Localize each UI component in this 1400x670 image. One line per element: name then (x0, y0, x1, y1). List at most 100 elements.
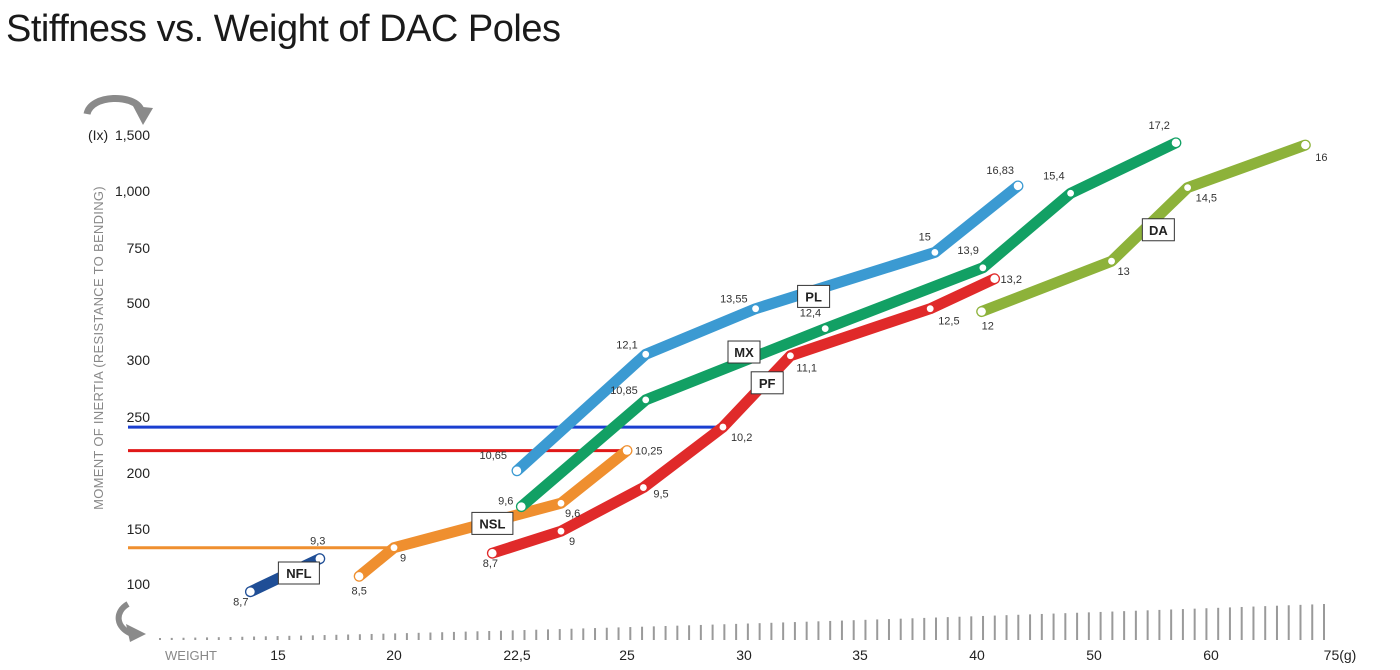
x-ruler-tick (570, 628, 573, 640)
curved-arrow-top-icon (83, 95, 153, 125)
x-ruler-tick (699, 624, 702, 640)
data-point (512, 466, 522, 475)
x-ruler-tick (523, 630, 526, 640)
data-point (926, 305, 934, 313)
x-ruler-tick (758, 623, 761, 640)
data-label: 12,1 (616, 339, 637, 351)
data-label: 10,65 (479, 450, 507, 462)
data-point (246, 587, 255, 596)
series-name-label: PL (805, 289, 822, 304)
x-tick-label: 60 (1203, 647, 1219, 663)
data-point (977, 307, 986, 316)
x-ruler-tick (311, 635, 314, 640)
data-label: 13,2 (1001, 274, 1022, 286)
data-label: 13 (1118, 266, 1130, 278)
x-ruler-tick (441, 632, 444, 640)
x-ruler-tick (417, 632, 420, 640)
x-ruler-tick (617, 627, 620, 640)
data-label: 12,4 (800, 308, 821, 320)
data-label: 10,2 (731, 432, 752, 444)
y-tick-label: 200 (127, 465, 151, 481)
x-ruler-tick (1299, 604, 1302, 640)
x-ruler-tick (1099, 611, 1102, 640)
x-ruler-tick (817, 621, 820, 640)
x-ruler-tick (935, 617, 937, 640)
data-point (642, 350, 650, 358)
x-ruler-tick (300, 635, 303, 640)
data-label: 11,1 (796, 363, 817, 375)
x-tick-label: 15 (270, 647, 286, 663)
x-ruler-tick (1311, 604, 1314, 640)
data-point (517, 502, 526, 511)
x-ruler-tick (1052, 613, 1055, 640)
data-label: 9 (400, 553, 406, 565)
x-ruler-tick (194, 637, 197, 640)
data-point (557, 499, 565, 507)
x-ruler-tick (1252, 606, 1255, 640)
x-ruler-tick (676, 625, 679, 640)
x-ruler-tick (805, 621, 808, 640)
data-label: 17,2 (1148, 120, 1169, 132)
x-ruler-tick (1040, 613, 1043, 640)
x-ruler-tick (288, 635, 291, 640)
x-axis-title: WEIGHT (165, 648, 217, 663)
x-tick-label: 35 (852, 647, 868, 663)
series-mx (515, 137, 1182, 513)
x-ruler-tick (1111, 611, 1114, 640)
x-ruler-tick (864, 619, 867, 640)
series-name-box (1141, 218, 1175, 242)
x-ruler-tick (182, 637, 185, 640)
series-name-box (750, 371, 784, 395)
x-ruler-tick (970, 616, 973, 640)
x-ruler-tick (159, 638, 161, 640)
y-tick-label: 1,000 (115, 183, 150, 199)
x-ruler-tick (1264, 606, 1267, 640)
series-name-label: DA (1149, 223, 1168, 238)
x-ruler-tick (452, 631, 455, 640)
x-ruler-tick (170, 637, 173, 640)
curved-arrow-bottom-icon (115, 601, 146, 642)
x-ruler-tick (358, 634, 361, 640)
x-ruler-tick (652, 626, 655, 640)
series-pf (486, 273, 1001, 559)
x-ruler-tick (1181, 609, 1184, 640)
x-ruler-tick (852, 620, 855, 640)
x-ruler-tick (946, 617, 949, 640)
x-ruler-tick (641, 626, 644, 640)
x-ruler-tick (782, 622, 785, 640)
data-label: 12 (982, 321, 994, 333)
x-ruler-tick (464, 631, 467, 640)
y-tick-label: 250 (127, 409, 151, 425)
x-tick-label: 40 (969, 647, 985, 663)
data-point (355, 572, 364, 581)
x-ruler-tick (1076, 612, 1079, 640)
x-ruler-tick (405, 633, 408, 640)
x-ruler-tick (887, 619, 890, 640)
x-ruler-tick (535, 629, 538, 640)
series-name-box (471, 511, 514, 535)
data-label: 10,25 (635, 446, 663, 458)
x-ruler-tick (840, 620, 843, 640)
data-point (390, 544, 398, 552)
x-ruler-tick (217, 637, 220, 640)
x-ruler-tick (923, 617, 926, 640)
x-ruler-tick (253, 636, 256, 640)
x-ruler-tick (688, 625, 691, 640)
x-ruler-tick (229, 636, 232, 640)
series-pl (511, 180, 1024, 477)
x-ruler-tick (1005, 615, 1008, 640)
x-ruler-tick (394, 633, 397, 640)
x-ruler-tick (1193, 608, 1196, 640)
x-ruler-tick (723, 624, 726, 640)
y-tick-label: 500 (127, 295, 151, 311)
data-label: 12,5 (938, 316, 959, 328)
x-tick-label: 75(g) (1324, 647, 1357, 663)
data-label: 14,5 (1196, 193, 1217, 205)
x-ruler-tick (476, 631, 479, 640)
x-ruler-tick (323, 635, 326, 640)
x-ruler-tick (370, 633, 373, 640)
y-tick-label: 100 (127, 576, 151, 592)
x-ruler-tick (664, 626, 667, 640)
x-tick-label: 50 (1086, 647, 1102, 663)
